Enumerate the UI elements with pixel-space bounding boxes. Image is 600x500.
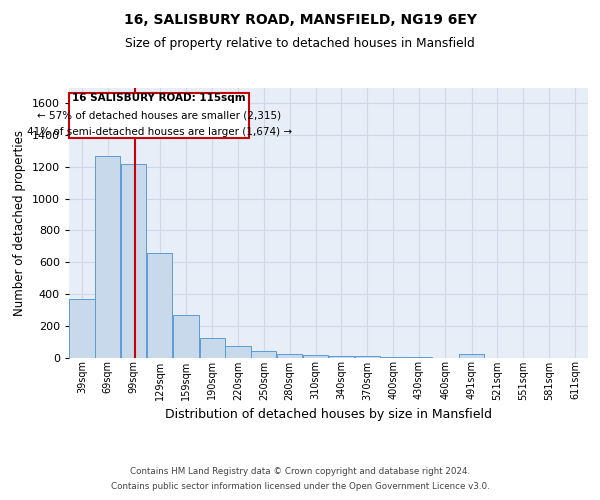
Text: Contains public sector information licensed under the Open Government Licence v3: Contains public sector information licen…	[110, 482, 490, 491]
Text: 41% of semi-detached houses are larger (1,674) →: 41% of semi-detached houses are larger (…	[26, 126, 292, 136]
Bar	[121, 164, 146, 358]
Bar	[200, 338, 225, 357]
Bar	[355, 356, 380, 358]
Bar	[226, 346, 251, 358]
Bar	[147, 252, 172, 358]
Text: ← 57% of detached houses are smaller (2,315): ← 57% of detached houses are smaller (2,…	[37, 110, 281, 120]
Text: Contains HM Land Registry data © Crown copyright and database right 2024.: Contains HM Land Registry data © Crown c…	[130, 467, 470, 476]
Text: 16 SALISBURY ROAD: 115sqm: 16 SALISBURY ROAD: 115sqm	[72, 92, 246, 102]
FancyBboxPatch shape	[69, 93, 249, 138]
Y-axis label: Number of detached properties: Number of detached properties	[13, 130, 26, 316]
X-axis label: Distribution of detached houses by size in Mansfield: Distribution of detached houses by size …	[165, 408, 492, 421]
Bar	[70, 298, 95, 358]
Text: 16, SALISBURY ROAD, MANSFIELD, NG19 6EY: 16, SALISBURY ROAD, MANSFIELD, NG19 6EY	[124, 12, 476, 26]
Text: Size of property relative to detached houses in Mansfield: Size of property relative to detached ho…	[125, 38, 475, 51]
Bar	[459, 354, 484, 358]
Bar	[303, 355, 328, 358]
Bar	[251, 352, 277, 358]
Bar	[380, 356, 406, 358]
Bar	[173, 316, 199, 358]
Bar	[329, 356, 354, 358]
Bar	[277, 354, 302, 358]
Bar	[95, 156, 121, 358]
